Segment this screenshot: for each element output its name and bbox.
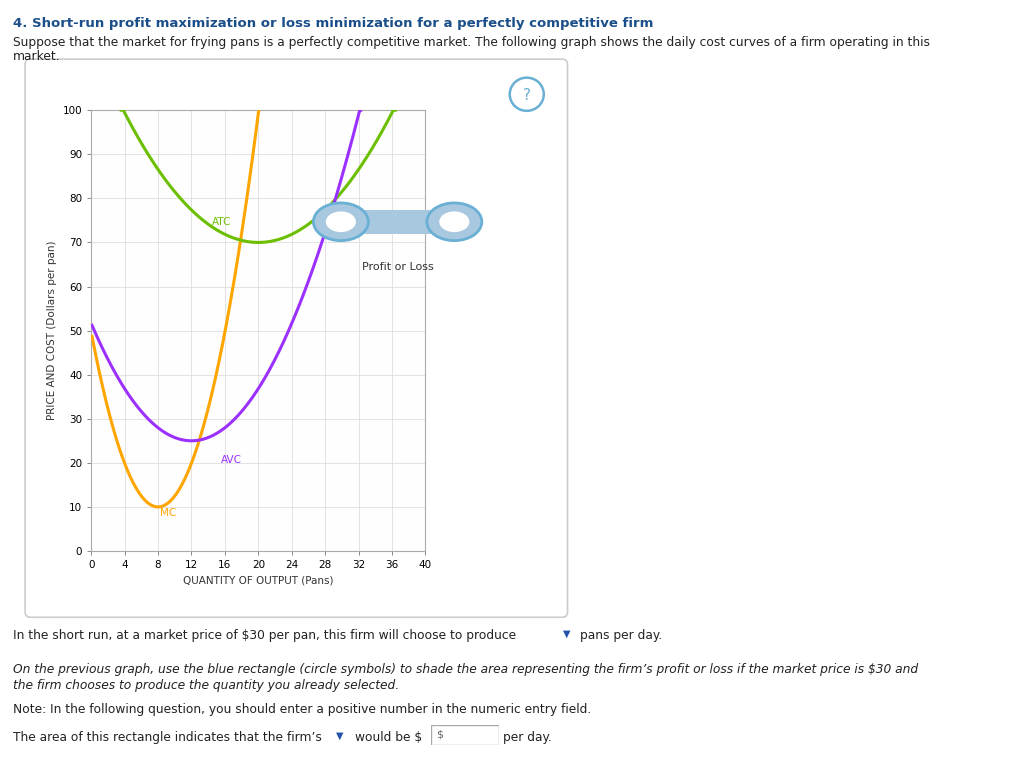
Text: Note: In the following question, you should enter a positive number in the numer: Note: In the following question, you sho… [13, 703, 592, 716]
X-axis label: QUANTITY OF OUTPUT (Pans): QUANTITY OF OUTPUT (Pans) [183, 575, 333, 586]
FancyBboxPatch shape [431, 725, 499, 745]
Text: ▼: ▼ [336, 731, 343, 741]
Text: 4. Short-run profit maximization or loss minimization for a perfectly competitiv: 4. Short-run profit maximization or loss… [13, 17, 653, 30]
Text: ▼: ▼ [563, 629, 570, 638]
Text: ATC: ATC [213, 217, 232, 226]
Circle shape [426, 203, 482, 241]
Text: pans per day.: pans per day. [580, 629, 663, 641]
FancyBboxPatch shape [25, 59, 567, 617]
Text: MC: MC [160, 508, 176, 518]
Text: The area of this rectangle indicates that the firm’s: The area of this rectangle indicates tha… [13, 731, 322, 744]
Circle shape [326, 211, 356, 232]
Text: would be $: would be $ [355, 731, 421, 744]
Circle shape [510, 78, 544, 111]
Text: per day.: per day. [503, 731, 552, 744]
Y-axis label: PRICE AND COST (Dollars per pan): PRICE AND COST (Dollars per pan) [47, 241, 57, 420]
Text: market.: market. [13, 50, 61, 63]
Text: In the short run, at a market price of $30 per pan, this firm will choose to pro: In the short run, at a market price of $… [13, 629, 517, 641]
Circle shape [440, 211, 469, 232]
Text: Suppose that the market for frying pans is a perfectly competitive market. The f: Suppose that the market for frying pans … [13, 36, 930, 49]
Text: On the previous graph, use the blue rectangle (circle symbols) to shade the area: On the previous graph, use the blue rect… [13, 663, 919, 676]
Circle shape [313, 203, 369, 241]
Text: AVC: AVC [221, 454, 242, 465]
Text: ?: ? [523, 87, 531, 103]
Text: the firm chooses to produce the quantity you already selected.: the firm chooses to produce the quantity… [13, 679, 399, 692]
Text: $: $ [436, 730, 443, 740]
FancyBboxPatch shape [340, 210, 455, 234]
Text: Profit or Loss: Profit or Loss [362, 261, 434, 272]
